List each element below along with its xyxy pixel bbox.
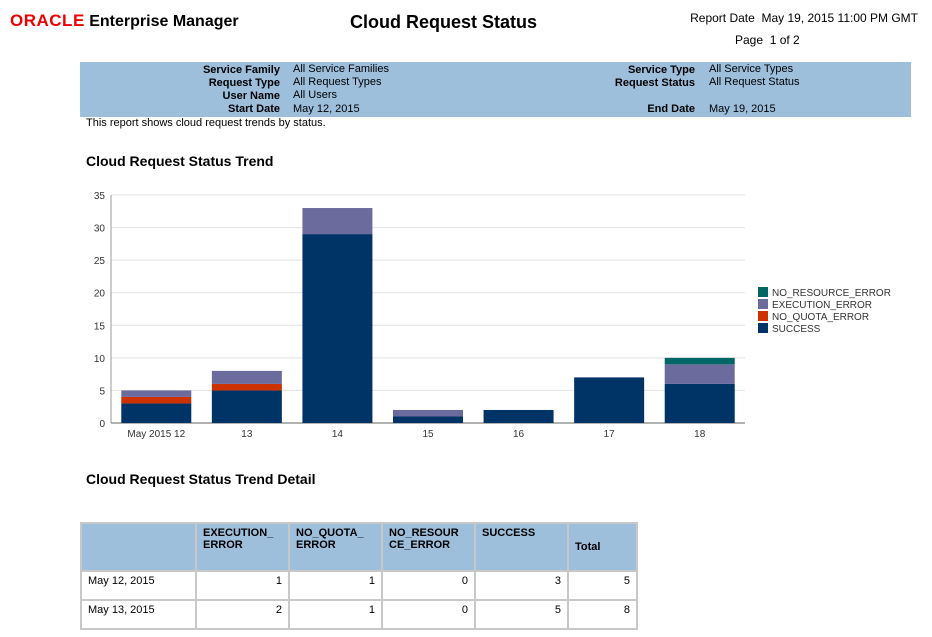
y-tick-label: 10 [94,354,106,365]
cell: 2 [195,599,290,630]
header-total: Total [567,522,638,572]
x-tick-label: 13 [241,429,253,440]
legend-label: SUCCESS [772,324,821,335]
cell: 3 [474,570,569,601]
chart-title: Cloud Request Status Trend [86,153,274,169]
header-no-resource-error: NO_RESOUR CE_ERROR [381,522,476,572]
x-tick-label: 14 [332,429,344,440]
y-tick-label: 20 [94,289,106,300]
cell: 1 [288,570,383,601]
legend-swatch [758,299,768,309]
y-tick-label: 5 [99,386,105,397]
header-date [80,522,197,572]
table-row: May 13, 2015 2 1 0 5 8 [80,599,638,630]
x-tick-label: 15 [422,429,434,440]
bar-success [574,377,645,423]
legend-swatch [758,323,768,333]
y-tick-label: 25 [94,256,106,267]
detail-table: EXECUTION_ ERROR NO_QUOTA_ ERROR NO_RESOUR… [80,522,638,630]
detail-title: Cloud Request Status Trend Detail [86,471,316,487]
bar-execution-error [302,208,373,235]
cell: 8 [567,599,638,630]
table-row: May 12, 2015 1 1 0 3 5 [80,570,638,601]
bar-success [302,234,373,423]
cell-date: May 13, 2015 [80,599,197,630]
cell: 0 [381,570,476,601]
legend-swatch [758,311,768,321]
bar-execution-error [211,370,282,384]
cell: 5 [474,599,569,630]
bar-execution-error [664,364,735,384]
cell: 1 [195,570,290,601]
page-indicator: Page 1 of 2 [735,33,800,47]
bar-no-resource-error [664,357,735,365]
bar-success [664,383,735,423]
cell: 1 [288,599,383,630]
x-tick-label: 16 [513,429,525,440]
table-header-row: EXECUTION_ ERROR NO_QUOTA_ ERROR NO_RESOUR… [80,522,638,572]
report-description: This report shows cloud request trends b… [86,117,326,129]
y-tick-label: 30 [94,224,106,235]
cell-date: May 12, 2015 [80,570,197,601]
legend-label: NO_QUOTA_ERROR [772,312,869,323]
report-title: Cloud Request Status [350,12,538,32]
y-tick-label: 0 [99,419,105,430]
y-tick-label: 35 [94,191,106,202]
header-no-quota-error: NO_QUOTA_ ERROR [288,522,383,572]
legend-label: NO_RESOURCE_ERROR [772,288,891,299]
bar-execution-error [121,390,192,397]
cell: 0 [381,599,476,630]
legend-swatch [758,287,768,297]
legend-label: EXECUTION_ERROR [772,300,872,311]
bar-execution-error [393,409,463,417]
header-execution-error: EXECUTION_ ERROR [195,522,290,572]
x-tick-label: 18 [694,429,706,440]
bar-success [121,403,192,423]
x-tick-label: 17 [604,429,616,440]
bar-success [483,409,554,423]
header-success: SUCCESS [474,522,569,572]
oracle-logo: ORACLE Enterprise Manager [10,11,239,30]
report-date: Report Date May 19, 2015 11:00 PM GMT [690,11,918,25]
bar-success [211,390,282,423]
cell: 5 [567,570,638,601]
bar-no-quota-error [211,383,282,391]
bar-success [393,416,463,423]
bar-no-quota-error [121,396,192,404]
x-tick-label: May 2015 12 [127,429,185,440]
report-parameters: Service Family All Service Families Reque… [80,62,911,117]
y-tick-label: 15 [94,321,106,332]
